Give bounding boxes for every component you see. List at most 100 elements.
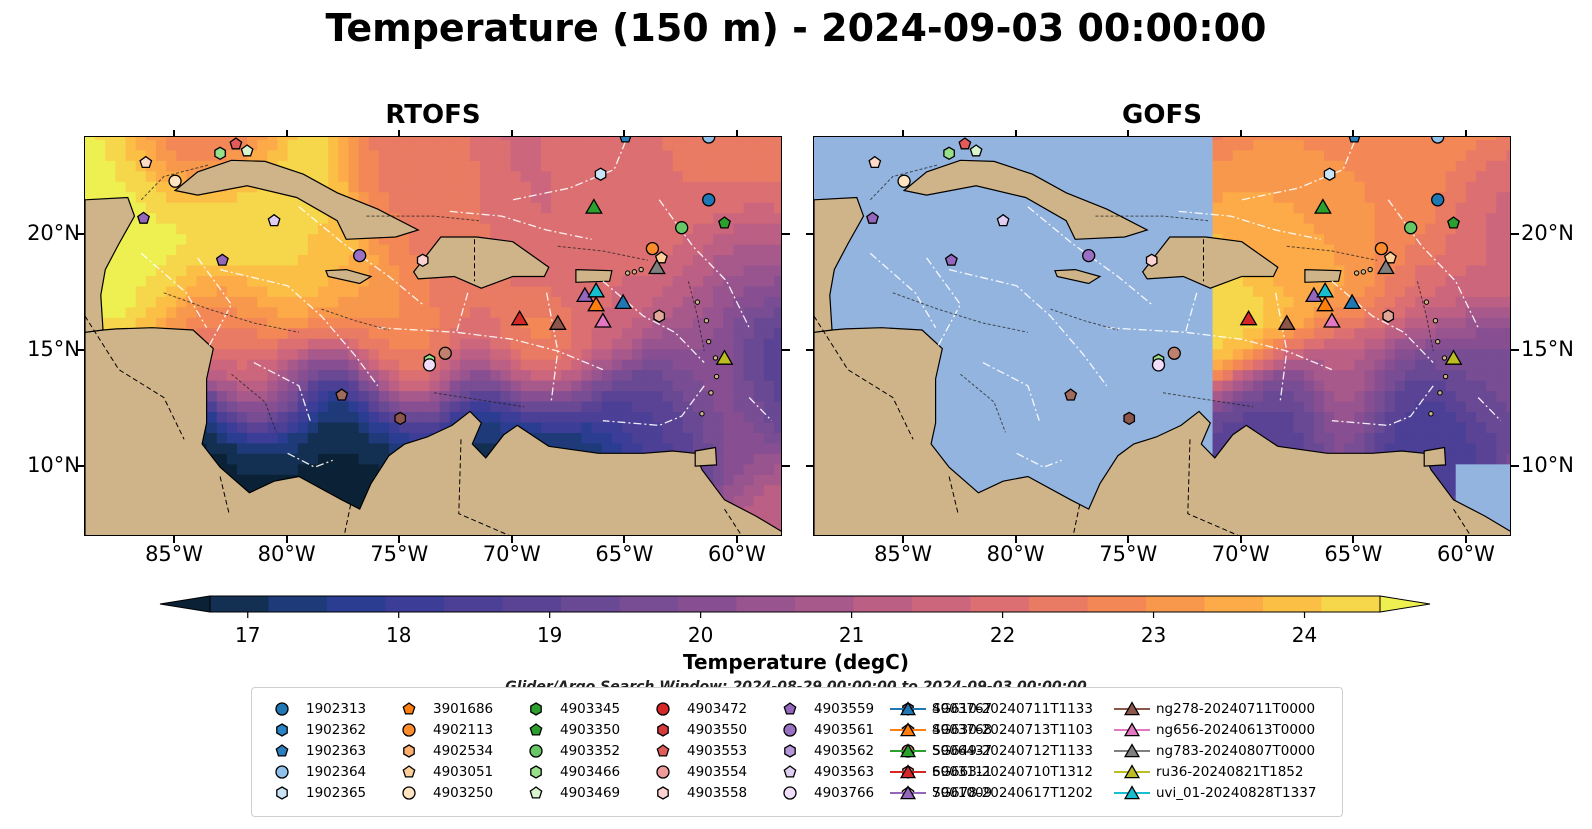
platform-marker-4903559 bbox=[866, 211, 879, 224]
legend-label: ru36-20240821T1852 bbox=[1156, 764, 1304, 780]
legend-label: 4903250 bbox=[433, 785, 494, 801]
legend-label: SG630-20240713T1103 bbox=[932, 722, 1093, 738]
hexagon-icon bbox=[276, 723, 288, 737]
legend-label: ng783-20240807T0000 bbox=[1156, 743, 1316, 759]
rtofs-x-tick-label: 70°W bbox=[482, 542, 541, 566]
pentagon-icon bbox=[402, 702, 416, 715]
legend-label: 4903767 bbox=[932, 701, 993, 717]
legend-label: 4902113 bbox=[433, 722, 494, 738]
colorbar: 17 18 19 20 21 22 23 24 bbox=[159, 595, 1431, 647]
legend-label: 4903352 bbox=[560, 743, 621, 759]
gofs-x-tick-mark bbox=[1127, 536, 1130, 543]
gofs-x-tick-label: 80°W bbox=[986, 542, 1045, 566]
legend: 1902313 1902362 1902363 1902364 1902365 39016… bbox=[251, 687, 1343, 817]
legend-label: 4903554 bbox=[687, 764, 748, 780]
colorbar-segment bbox=[795, 596, 854, 612]
platform-marker-4903250 bbox=[897, 174, 911, 188]
gofs-y-tick-label: 15°N bbox=[1521, 336, 1574, 361]
triangle-icon bbox=[890, 701, 926, 716]
platform-marker-4903051 bbox=[1383, 251, 1397, 264]
glider-marker-SG630-20240713T1103 bbox=[587, 295, 606, 312]
legend-label: 4903766 bbox=[814, 785, 875, 801]
platform-marker-4903553 bbox=[229, 137, 243, 150]
rtofs-y-tick-mark bbox=[782, 232, 790, 235]
platform-marker-6903111 bbox=[653, 309, 666, 323]
platform-marker-4903466 bbox=[214, 146, 226, 161]
colorbar-segment bbox=[268, 596, 328, 612]
platform-marker-1902365 bbox=[1323, 167, 1336, 181]
gofs-map-svg bbox=[814, 137, 1510, 535]
legend-label: 1902364 bbox=[306, 764, 367, 780]
platform-marker-4903469 bbox=[969, 144, 983, 157]
gofs-country-borders bbox=[814, 239, 1471, 535]
rtofs-y-tick-label: 10°N bbox=[27, 453, 80, 478]
platform-marker-4903553 bbox=[958, 137, 972, 150]
colorbar-low-extend bbox=[159, 595, 211, 613]
platform-marker-1902313 bbox=[702, 193, 716, 207]
pentagon-icon bbox=[402, 765, 416, 778]
colorbar-segment bbox=[912, 596, 971, 612]
glider-marker-ng656-20240613T0000 bbox=[1322, 312, 1341, 328]
glider-marker-SG630-20240713T1103 bbox=[1316, 295, 1335, 312]
triangle-icon bbox=[890, 743, 926, 758]
colorbar-segment bbox=[853, 596, 913, 612]
legend-label: 1902365 bbox=[306, 785, 367, 801]
rtofs-y-tick-label: 20°N bbox=[27, 220, 80, 245]
rtofs-x-tick-label: 65°W bbox=[595, 542, 654, 566]
gofs-panel-title: GOFS bbox=[1122, 100, 1202, 130]
gofs-x-tick-label: 65°W bbox=[1324, 542, 1383, 566]
platform-marker-4903250 bbox=[168, 174, 182, 188]
legend-label: 4903350 bbox=[560, 722, 621, 738]
colorbar-high-extend bbox=[1379, 595, 1431, 613]
legend-label: SG610-20240711T1133 bbox=[932, 701, 1093, 717]
platform-marker-4903559 bbox=[944, 253, 958, 266]
legend-label: 4902534 bbox=[433, 743, 494, 759]
gofs-y-tick-mark bbox=[1511, 465, 1519, 468]
platform-marker-5906437 bbox=[438, 346, 452, 360]
hexagon-icon bbox=[276, 786, 288, 800]
triangle-icon bbox=[1114, 764, 1150, 779]
legend-label: 4903051 bbox=[433, 764, 494, 780]
colorbar-tick-label: 18 bbox=[386, 623, 411, 647]
rtofs-y-tick-label: 15°N bbox=[27, 336, 80, 361]
platform-marker-4903768 bbox=[335, 388, 349, 401]
hexagon-icon bbox=[657, 786, 669, 800]
legend-label: 4903472 bbox=[687, 701, 748, 717]
rtofs-map-svg bbox=[85, 137, 781, 535]
platform-marker-4903766 bbox=[1151, 358, 1166, 372]
colorbar-segment bbox=[1321, 596, 1381, 612]
circle-icon bbox=[275, 765, 289, 779]
platform-marker-4902113 bbox=[1374, 241, 1389, 256]
legend-label: 4903345 bbox=[560, 701, 621, 717]
rtofs-small-islands bbox=[624, 266, 720, 417]
rtofs-x-tick-mark bbox=[398, 536, 401, 543]
legend-label: 4903558 bbox=[687, 785, 748, 801]
gofs-eez-boundaries bbox=[869, 141, 1502, 468]
hexagon-icon bbox=[530, 765, 542, 779]
legend-label: 4903553 bbox=[687, 743, 748, 759]
legend-label: SG663-20240710T1312 bbox=[932, 764, 1093, 780]
glider-marker-ng278-20240711T0000 bbox=[1277, 314, 1296, 330]
rtofs-x-tick-mark bbox=[735, 536, 738, 543]
glider-marker-SG649-20240712T1133 bbox=[584, 198, 603, 214]
colorbar-segment bbox=[210, 596, 269, 612]
legend-label: 4903563 bbox=[814, 764, 875, 780]
rtofs-x-tick-label: 60°W bbox=[707, 542, 766, 566]
gofs-small-islands bbox=[1353, 266, 1449, 417]
colorbar-segment bbox=[678, 596, 737, 612]
colorbar-tick-label: 17 bbox=[235, 623, 260, 647]
legend-label: 4903562 bbox=[814, 743, 875, 759]
platform-marker-4903350 bbox=[1447, 216, 1460, 229]
colorbar-segment bbox=[327, 596, 386, 612]
platform-marker-4903563 bbox=[996, 213, 1010, 227]
glider-marker-ru36-20240821T1852 bbox=[1444, 349, 1463, 365]
colorbar-segment bbox=[502, 596, 562, 612]
rtofs-landmasses bbox=[85, 159, 781, 535]
circle-icon bbox=[402, 786, 416, 800]
gofs-y-tick-mark bbox=[1511, 348, 1519, 351]
colorbar-segment bbox=[1263, 596, 1322, 612]
gofs-x-tick-mark bbox=[1352, 536, 1355, 543]
triangle-icon bbox=[1114, 743, 1150, 758]
pentagon-icon bbox=[529, 723, 543, 736]
platform-marker-7901009 bbox=[868, 155, 882, 169]
